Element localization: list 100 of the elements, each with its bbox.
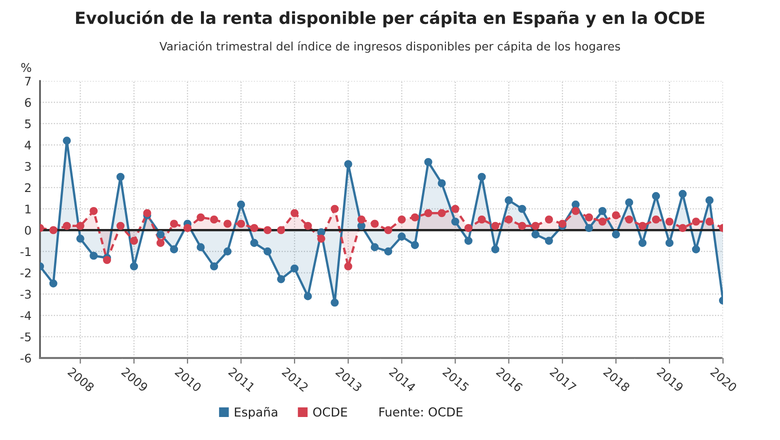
y-tick-label: 2 bbox=[25, 183, 30, 192]
point bbox=[451, 218, 460, 226]
y-tick-label: 7 bbox=[25, 76, 31, 86]
point bbox=[304, 222, 312, 230]
point bbox=[130, 262, 138, 270]
point bbox=[478, 215, 486, 224]
point bbox=[424, 158, 432, 166]
point bbox=[438, 209, 446, 218]
point bbox=[398, 215, 406, 224]
point bbox=[90, 206, 98, 216]
y-axis-title: % bbox=[21, 63, 32, 72]
point bbox=[518, 204, 526, 213]
point bbox=[170, 220, 178, 228]
point bbox=[210, 215, 218, 224]
y-tick-label: -5 bbox=[20, 332, 31, 342]
point bbox=[705, 218, 714, 226]
y-tick-label: -4 bbox=[20, 311, 32, 320]
point bbox=[598, 206, 606, 216]
point bbox=[531, 230, 540, 238]
point bbox=[210, 262, 218, 270]
point bbox=[625, 215, 634, 224]
point bbox=[638, 238, 647, 247]
y-tick-label: 5 bbox=[25, 119, 31, 128]
point bbox=[652, 215, 660, 224]
y-tick-label: 1 bbox=[25, 204, 31, 214]
point bbox=[264, 226, 272, 234]
point bbox=[491, 245, 500, 254]
point bbox=[451, 204, 460, 213]
point bbox=[410, 213, 419, 222]
point bbox=[665, 238, 674, 247]
point bbox=[76, 234, 84, 243]
point bbox=[612, 211, 620, 220]
point bbox=[572, 206, 580, 216]
point bbox=[357, 222, 366, 230]
point bbox=[692, 245, 700, 254]
point bbox=[344, 262, 352, 270]
point bbox=[357, 215, 366, 224]
legend-label: España bbox=[234, 406, 278, 420]
point bbox=[196, 213, 205, 222]
point bbox=[625, 198, 634, 206]
point bbox=[196, 243, 205, 252]
point bbox=[584, 224, 594, 232]
point bbox=[504, 196, 513, 204]
point bbox=[678, 190, 687, 198]
point bbox=[90, 252, 98, 260]
point bbox=[290, 209, 299, 218]
point bbox=[398, 232, 406, 241]
y-tick-label: 6 bbox=[24, 98, 31, 107]
y-tick-label: -2 bbox=[20, 268, 30, 278]
point bbox=[330, 204, 339, 213]
point bbox=[584, 213, 594, 222]
point bbox=[116, 172, 125, 181]
point bbox=[504, 215, 513, 224]
point bbox=[612, 230, 620, 238]
point bbox=[652, 192, 660, 200]
point bbox=[277, 275, 286, 284]
point bbox=[464, 224, 472, 232]
point bbox=[384, 247, 392, 256]
point bbox=[76, 222, 84, 230]
y-tick-label: -6 bbox=[20, 354, 31, 363]
point bbox=[705, 196, 714, 204]
point bbox=[264, 247, 272, 256]
point bbox=[692, 218, 700, 226]
point bbox=[438, 179, 446, 188]
point bbox=[478, 172, 486, 181]
point bbox=[518, 222, 526, 230]
point bbox=[250, 238, 258, 247]
point bbox=[464, 236, 472, 245]
point bbox=[304, 292, 312, 300]
point bbox=[102, 256, 112, 264]
point bbox=[370, 243, 379, 252]
point bbox=[224, 247, 232, 256]
point bbox=[183, 224, 192, 232]
chart-subtitle: Variación trimestral del índice de ingresos disponibles per cápita de los hogares bbox=[159, 41, 620, 53]
y-tick-label: 4 bbox=[24, 140, 32, 150]
point bbox=[237, 220, 246, 228]
point bbox=[62, 222, 71, 230]
point bbox=[250, 224, 258, 232]
point bbox=[531, 222, 540, 230]
y-tick-label: 0 bbox=[24, 226, 31, 235]
point bbox=[170, 245, 178, 254]
point bbox=[156, 238, 165, 247]
point bbox=[491, 222, 500, 230]
point bbox=[277, 226, 286, 234]
point bbox=[598, 218, 606, 226]
point bbox=[224, 220, 232, 228]
point bbox=[544, 236, 553, 245]
source-note: Fuente: OCDE bbox=[380, 407, 462, 417]
point bbox=[49, 279, 58, 288]
legend-label: OCDE bbox=[313, 407, 348, 417]
point bbox=[638, 222, 647, 230]
point bbox=[665, 218, 674, 226]
y-tick-label: -3 bbox=[20, 290, 31, 299]
chart-title: Evolución de la renta disponible per cápita en España y en la OCDE bbox=[76, 10, 704, 28]
point bbox=[330, 298, 339, 307]
y-tick-label: -1 bbox=[20, 247, 31, 256]
y-tick-label: 3 bbox=[25, 162, 31, 171]
point bbox=[62, 136, 71, 145]
point bbox=[344, 160, 352, 168]
point bbox=[424, 209, 432, 218]
